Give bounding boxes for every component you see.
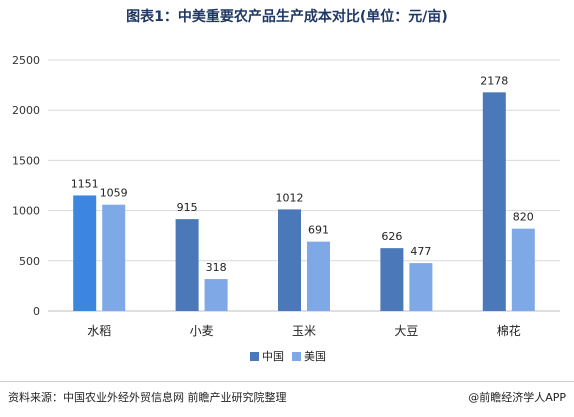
legend: 中国 美国 bbox=[250, 350, 326, 363]
bar-china bbox=[175, 219, 199, 311]
chart-title: 图表1：中美重要农产品生产成本对比(单位：元/亩) bbox=[126, 9, 448, 25]
x-category-label: 玉米 bbox=[292, 324, 316, 338]
bar-china bbox=[278, 209, 301, 311]
data-label: 626 bbox=[381, 230, 402, 243]
x-category-label: 小麦 bbox=[190, 324, 214, 338]
x-category-label: 棉花 bbox=[497, 323, 521, 338]
legend-label-china: 中国 bbox=[262, 350, 284, 363]
data-label: 820 bbox=[513, 211, 534, 224]
y-tick-label: 500 bbox=[19, 255, 40, 268]
bar-china bbox=[380, 248, 404, 311]
bar-usa bbox=[204, 279, 228, 311]
y-tick-label: 0 bbox=[33, 305, 40, 318]
legend-label-usa: 美国 bbox=[304, 350, 326, 363]
bars bbox=[73, 92, 535, 311]
bar-usa bbox=[511, 228, 535, 311]
y-tick-label: 2500 bbox=[12, 54, 40, 67]
y-tick-label: 1000 bbox=[12, 205, 40, 218]
footer-divider bbox=[0, 381, 574, 382]
x-category-label: 大豆 bbox=[394, 324, 418, 338]
bar-usa bbox=[102, 204, 126, 311]
source-note: 资料来源：中国农业外经外贸信息网 前瞻产业研究院整理 bbox=[8, 391, 287, 404]
data-label: 318 bbox=[206, 261, 227, 274]
bar-usa bbox=[307, 241, 330, 311]
data-label: 691 bbox=[308, 224, 329, 237]
y-tick-label: 2000 bbox=[12, 104, 40, 117]
x-category-label: 水稻 bbox=[87, 324, 111, 338]
data-label: 915 bbox=[177, 201, 198, 214]
data-label: 2178 bbox=[480, 74, 508, 87]
data-label: 477 bbox=[410, 245, 431, 258]
data-label: 1012 bbox=[276, 191, 304, 204]
data-label: 1151 bbox=[71, 177, 99, 190]
bar-usa bbox=[409, 263, 433, 311]
credit-note: @前瞻经济学人APP bbox=[468, 391, 566, 404]
data-label: 1059 bbox=[100, 187, 128, 200]
bar-china bbox=[482, 92, 506, 311]
axes: 0 500 1000 1500 2000 2500 水稻 小麦 玉米 大豆 棉花 bbox=[12, 54, 560, 338]
y-tick-label: 1500 bbox=[12, 154, 40, 167]
legend-swatch-usa bbox=[292, 352, 301, 361]
bar-china bbox=[73, 195, 97, 311]
legend-swatch-china bbox=[250, 352, 259, 361]
